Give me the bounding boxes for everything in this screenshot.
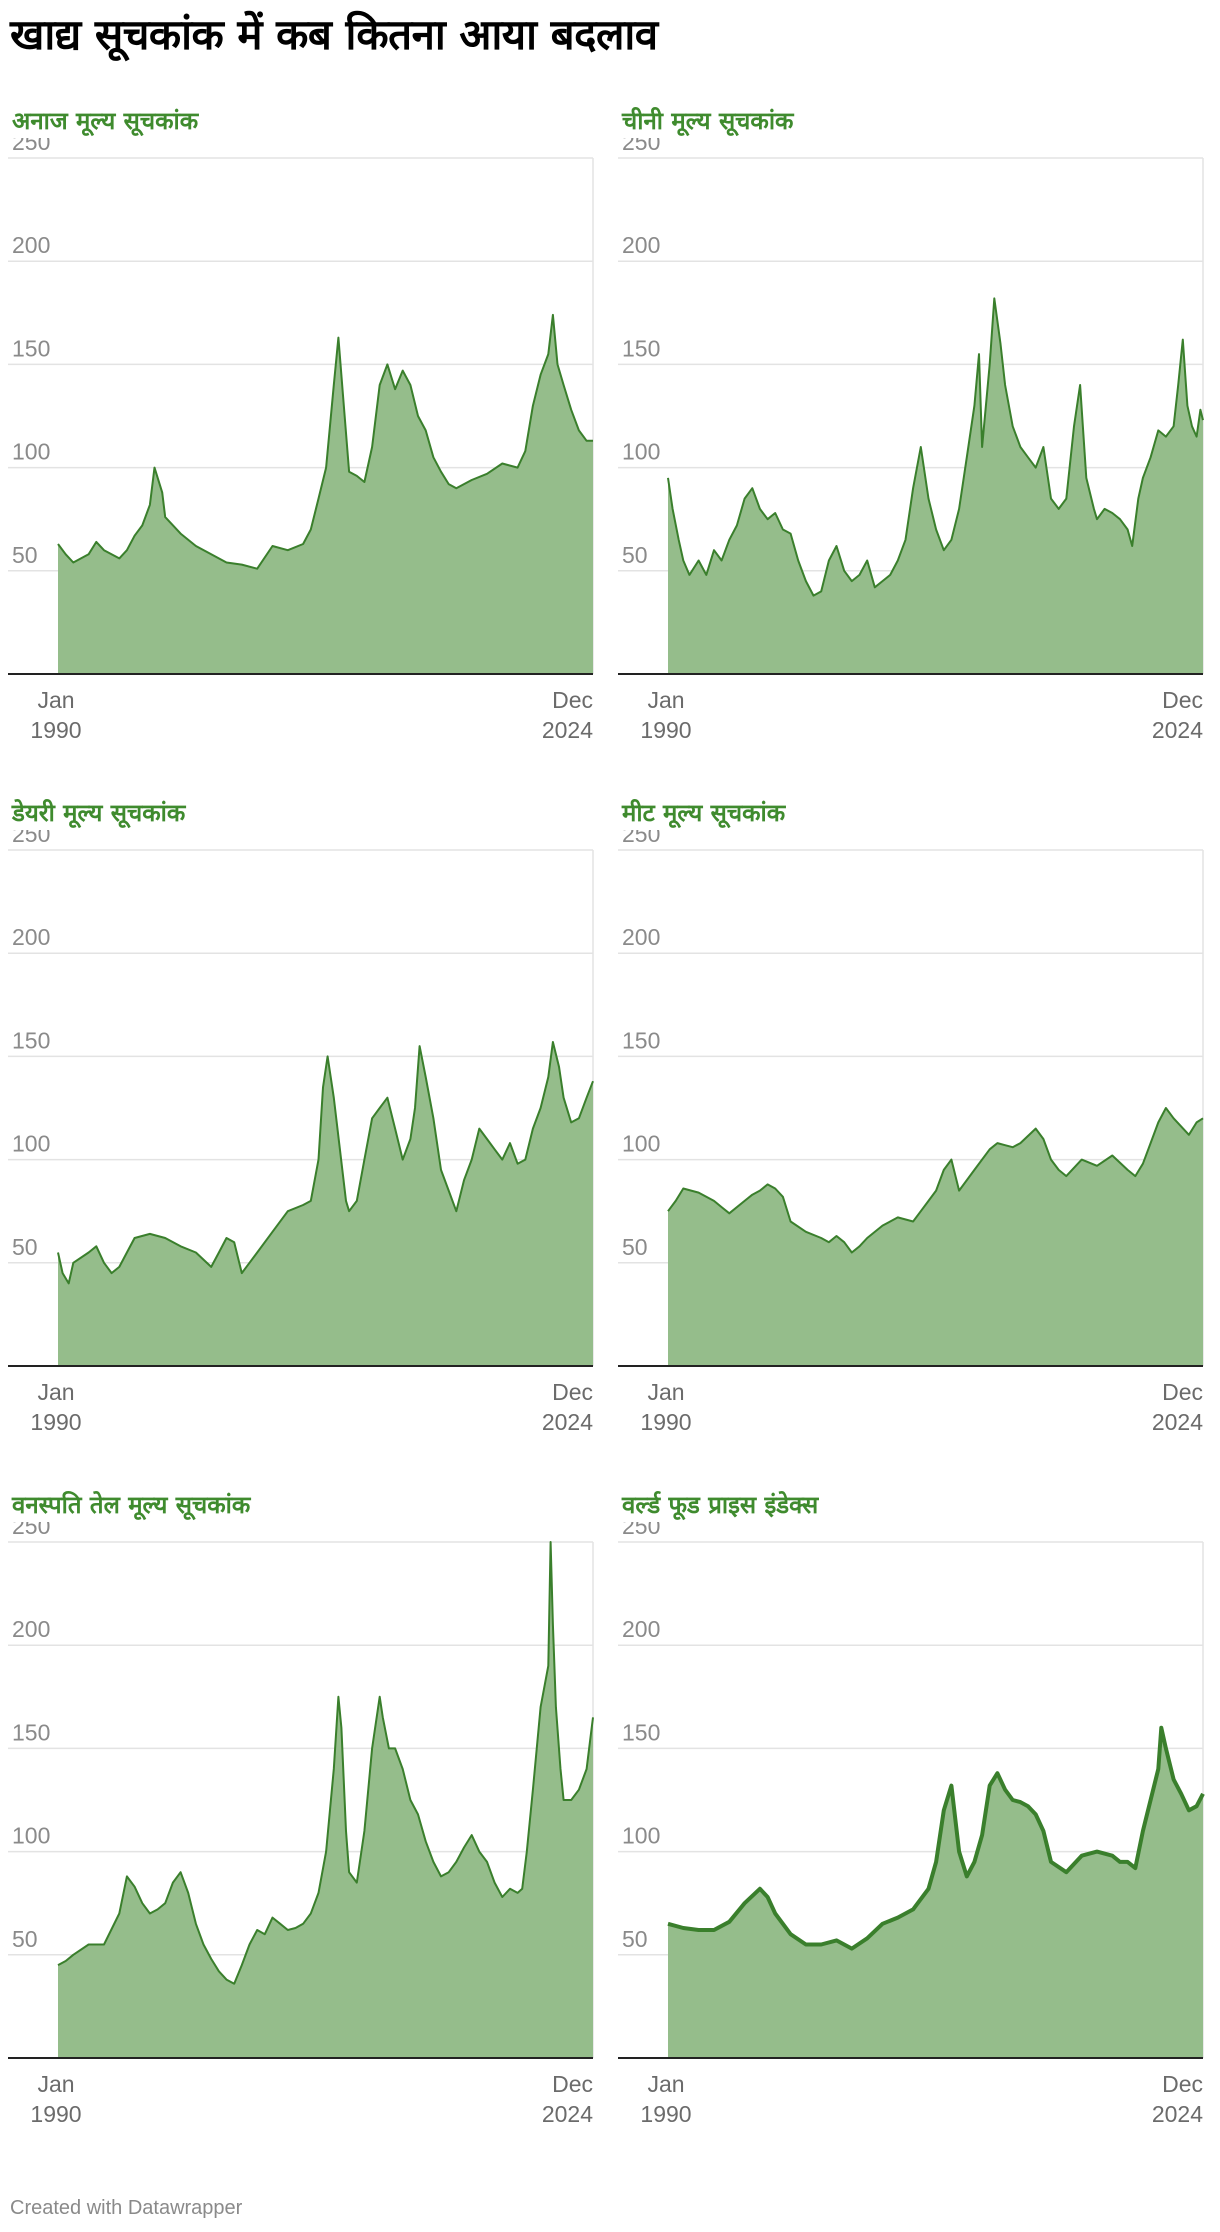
x-tick-label: 2024 (1152, 2101, 1203, 2127)
x-tick-label: 2024 (542, 2101, 593, 2127)
area-fill (668, 1108, 1203, 1366)
footer-credit: Created with Datawrapper (10, 2197, 243, 2219)
chart-panel-dairy: डेयरी मूल्य सूचकांक 50 100 150 200 250 Jan 199… (8, 796, 608, 1490)
y-tick-label: 100 (622, 439, 660, 465)
y-tick-label: 100 (12, 439, 50, 465)
chart-title: मीट मूल्य सूचकांक (622, 799, 786, 827)
x-tick-label: Jan (37, 687, 74, 713)
x-tick-label: Dec (1162, 2071, 1203, 2097)
y-tick-label: 200 (622, 924, 660, 950)
y-tick-label: 150 (622, 335, 660, 361)
x-tick-label: Jan (647, 687, 684, 713)
y-tick-label: 50 (622, 1926, 648, 1952)
area-fill (58, 1542, 593, 2058)
x-tick-label: 2024 (1152, 1409, 1203, 1435)
chart-title: अनाज मूल्य सूचकांक (12, 107, 199, 135)
y-tick-label: 250 (622, 138, 660, 155)
y-tick-label: 250 (12, 830, 50, 847)
x-tick-label: Jan (37, 2071, 74, 2097)
x-tick-label: 2024 (1152, 717, 1203, 743)
x-tick-label: Jan (647, 1379, 684, 1405)
area-fill (668, 1727, 1203, 2058)
x-tick-label: Jan (37, 1379, 74, 1405)
y-tick-label: 250 (12, 1522, 50, 1539)
x-tick-label: 1990 (640, 717, 691, 743)
chart-panel-cereals: अनाज मूल्य सूचकांक 50 100 150 200 250 Jan 1990… (8, 104, 608, 798)
series-line (667, 1107, 1204, 1254)
chart-panel-sugar: चीनी मूल्य सूचकांक 50 100 150 200 250 Jan 1990… (618, 104, 1218, 798)
y-tick-label: 100 (622, 1823, 660, 1849)
x-tick-label: Dec (552, 687, 593, 713)
chart-title: वनस्पति तेल मूल्य सूचकांक (12, 1491, 251, 1519)
area-fill (668, 298, 1203, 674)
y-tick-label: 50 (622, 542, 648, 568)
y-tick-label: 200 (12, 924, 50, 950)
x-tick-label: 2024 (542, 1409, 593, 1435)
y-tick-label: 150 (622, 1027, 660, 1053)
y-tick-label: 100 (622, 1131, 660, 1157)
x-tick-label: Jan (647, 2071, 684, 2097)
x-tick-label: 1990 (30, 717, 81, 743)
x-tick-label: 1990 (30, 2101, 81, 2127)
y-tick-label: 50 (12, 1926, 38, 1952)
area-fill (58, 1042, 593, 1366)
x-tick-label: Dec (552, 1379, 593, 1405)
chart-panel-vegetable-oil: वनस्पति तेल मूल्य सूचकांक 50 100 150 200 250… (8, 1488, 608, 2182)
x-tick-label: Dec (1162, 1379, 1203, 1405)
y-tick-label: 250 (622, 830, 660, 847)
y-tick-label: 250 (12, 138, 50, 155)
series-line (57, 1041, 594, 1285)
chart-panel-meat: मीट मूल्य सूचकांक 50 100 150 200 250 Jan 1990 D… (618, 796, 1218, 1490)
chart-title: डेयरी मूल्य सूचकांक (12, 799, 186, 827)
y-tick-label: 200 (622, 232, 660, 258)
area-fill (58, 314, 593, 674)
y-tick-label: 150 (622, 1719, 660, 1745)
chart-svg: 50 100 150 200 250 Jan 1990 Dec 2024 (8, 830, 594, 1435)
series-line (57, 1541, 594, 1985)
x-tick-label: 2024 (542, 717, 593, 743)
x-tick-label: Dec (552, 2071, 593, 2097)
y-tick-label: 100 (12, 1823, 50, 1849)
y-tick-label: 150 (12, 1719, 50, 1745)
chart-panel-world-food-price-index: वर्ल्ड फूड प्राइस इंडेक्स 50 100 150 200 250… (618, 1488, 1218, 2182)
page-title: खाद्य सूचकांक में कब कितना आया बदलाव (10, 10, 658, 59)
y-tick-label: 50 (12, 1234, 38, 1260)
series-line (667, 297, 1204, 597)
series-line (57, 313, 593, 570)
chart-svg: 50 100 150 200 250 Jan 1990 Dec 2024 (8, 138, 594, 743)
y-tick-label: 200 (12, 232, 50, 258)
y-tick-label: 250 (622, 1522, 660, 1539)
y-tick-label: 50 (12, 542, 38, 568)
y-tick-label: 200 (12, 1616, 50, 1642)
y-tick-label: 200 (622, 1616, 660, 1642)
y-tick-label: 150 (12, 1027, 50, 1053)
x-tick-label: 1990 (640, 1409, 691, 1435)
y-tick-label: 100 (12, 1131, 50, 1157)
chart-svg: 50 100 150 200 250 Jan 1990 Dec 2024 (618, 138, 1204, 743)
x-tick-label: 1990 (30, 1409, 81, 1435)
chart-svg: 50 100 150 200 250 Jan 1990 Dec 2024 (618, 830, 1204, 1435)
y-tick-label: 50 (622, 1234, 648, 1260)
chart-svg: 50 100 150 200 250 Jan 1990 Dec 2024 (618, 1522, 1205, 2127)
chart-svg: 50 100 150 200 250 Jan 1990 Dec 2024 (8, 1522, 594, 2127)
y-tick-label: 150 (12, 335, 50, 361)
series-line (667, 1725, 1205, 1951)
chart-title: वर्ल्ड फूड प्राइस इंडेक्स (622, 1491, 819, 1519)
chart-title: चीनी मूल्य सूचकांक (622, 107, 794, 135)
x-tick-label: Dec (1162, 687, 1203, 713)
x-tick-label: 1990 (640, 2101, 691, 2127)
